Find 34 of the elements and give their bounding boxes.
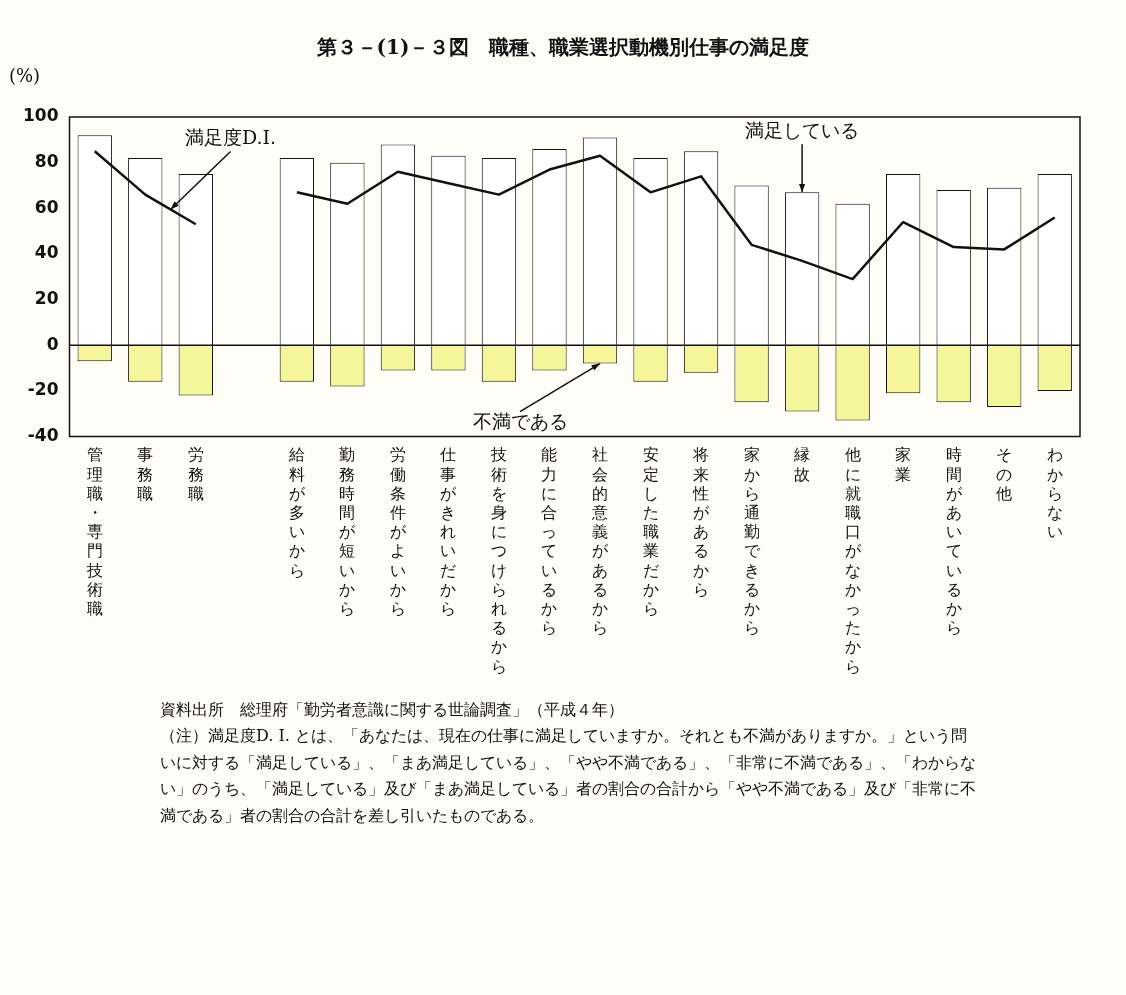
y-tick-label: -40 (27, 425, 59, 446)
x-tick-label: その他 (996, 445, 1013, 503)
category-label: 時間があいているから (945, 445, 962, 638)
x-tick-label: 給料が多いから (287, 445, 306, 580)
y-tick-label: 100 (22, 105, 59, 126)
x-tick-label: 労務職 (187, 445, 204, 503)
x-tick-label: 事務職 (137, 445, 154, 503)
category-label: 技術を身につけられるから (490, 445, 507, 676)
category-label: 他に就職口がなかったから (844, 445, 861, 676)
category-label: 勤務時間が短いから (339, 445, 356, 618)
text: 資料出所 総理府「勤労者意識に関する世論調査」（平成４年） (160, 699, 625, 721)
category-label: 能力に合っているから (541, 445, 558, 638)
y-tick-label: 40 (34, 242, 59, 263)
chart-title: 第３－(1)－３図 職種、職業選択動機別仕事の満足度 (315, 34, 811, 61)
category-label: 仕事がきれいだから (440, 445, 457, 618)
x-tick-label: わからない (1046, 445, 1063, 542)
category-label: 安定した職業だから (642, 445, 659, 618)
text: 満足度D.I. (184, 126, 277, 149)
series-label: 不満である (472, 410, 568, 433)
series-label: 満足している (745, 119, 860, 142)
x-tick-label: 将来性があるから (692, 445, 711, 599)
text: （注）満足度D. I. とは、「あなたは、現在の仕事に満足していますか。それとも不満がありますか。」という問いに対する「満足している」、「まあ満足している」、「やや不満である」、「非常に不満である」、「わからない」のうち、「満足している」及び「まあ満足している」者の割合の合計から「やや不満である」及び「非常に不満である」者の割合の合計を差し引いたものである。 (160, 725, 977, 827)
y-tick-label: 20 (34, 288, 59, 309)
x-tick-label: 家業 (895, 445, 912, 484)
y-tick-label: 0 (46, 333, 59, 354)
y-axis-title: (%) (8, 65, 41, 86)
y-tick-label: -20 (27, 379, 59, 400)
y-tick-label: 80 (34, 151, 59, 172)
category-label: 家から通勤できるから (743, 445, 760, 638)
category-label: 管理職・専門技術職 (86, 445, 103, 618)
y-tick-label: 60 (34, 196, 59, 217)
category-label: 社会的意義があるから (592, 445, 609, 638)
x-tick-label: 縁故 (793, 445, 811, 484)
category-label: 労働条件がよいから (389, 445, 406, 618)
